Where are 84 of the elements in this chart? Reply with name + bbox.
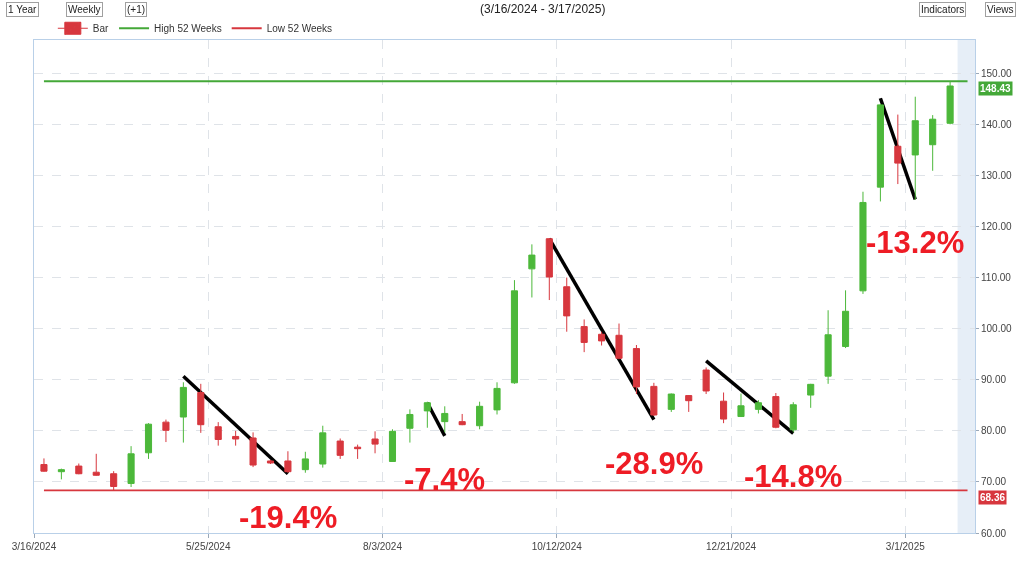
candlestick [842, 289, 850, 349]
candlestick [632, 344, 640, 395]
y-tick-label: 130.00 [981, 169, 1013, 181]
candlestick [197, 383, 205, 434]
candlestick [406, 408, 414, 444]
candlestick [249, 431, 257, 468]
candlestick [667, 393, 675, 413]
annotation: -7.4% [404, 462, 485, 497]
candlestick [720, 392, 728, 424]
candlestick [876, 103, 884, 202]
y-tick-label: 110.00 [981, 272, 1012, 284]
y-tick-label: 60.00 [981, 527, 1007, 539]
candlestick [162, 419, 170, 443]
annotation: -28.9% [605, 446, 704, 481]
candlestick [214, 421, 222, 447]
candlestick [754, 399, 762, 414]
candlestick [371, 430, 379, 454]
candlestick [824, 309, 832, 385]
candlestick [929, 114, 937, 172]
candlestick [284, 450, 292, 474]
candlestick [772, 392, 780, 429]
y-tick-label: 150.00 [981, 67, 1013, 79]
candlestick [946, 80, 954, 125]
y-tick-label: 140.00 [981, 118, 1013, 130]
candlestick [563, 277, 571, 333]
y-tick-label: 100.00 [981, 323, 1013, 335]
candlestick [92, 453, 100, 477]
candlestick [388, 428, 397, 463]
candlestick [789, 401, 797, 433]
candlestick [179, 381, 187, 444]
candlestick [127, 445, 135, 488]
candlestick [528, 243, 536, 298]
x-tick-label: 3/1/2025 [885, 541, 926, 552]
candlestick [894, 114, 902, 185]
candlestick [737, 393, 745, 418]
x-tick-label: 12/21/2024 [706, 541, 757, 552]
candlestick [911, 96, 919, 201]
candlestick [650, 382, 658, 417]
candlestick [458, 413, 466, 426]
data-label: 148.43 [980, 83, 1012, 94]
candlestick [702, 366, 710, 395]
candlestick [40, 457, 48, 473]
legend-label: Low 52 Weeks [266, 23, 333, 35]
candlestick [807, 383, 815, 409]
candlestick [144, 422, 153, 460]
candlestick [232, 430, 240, 447]
candlestick [615, 323, 623, 360]
legend-label: Bar [92, 23, 110, 35]
candlestick [510, 279, 519, 385]
candlestick [441, 405, 449, 433]
legend-label: High 52 Weeks [154, 23, 222, 35]
candlestick [57, 468, 65, 480]
candlestick [319, 425, 327, 469]
candlestick [493, 381, 501, 415]
annotation: -14.8% [744, 459, 843, 494]
text: Indicators [921, 4, 965, 15]
candlestick [266, 459, 275, 465]
candlestick [336, 437, 344, 460]
x-tick-label: 8/3/2024 [363, 541, 403, 552]
candlestick [598, 331, 606, 347]
candlestick [545, 237, 553, 301]
candlestick [75, 463, 83, 475]
candlestick [685, 394, 693, 413]
text: Weekly [68, 4, 101, 15]
candlestick [580, 318, 588, 353]
data-label: 68.36 [980, 492, 1006, 503]
x-tick-label: 5/25/2024 [186, 541, 231, 552]
candlestick [476, 401, 484, 430]
annotation: -13.2% [866, 225, 965, 260]
y-tick-label: 120.00 [981, 220, 1013, 232]
annotation: -19.4% [239, 500, 338, 535]
candlestick [859, 191, 867, 295]
text: Views [987, 4, 1014, 15]
x-tick-label: 3/16/2024 [11, 541, 57, 552]
y-tick-label: 80.00 [981, 425, 1007, 437]
candlestick [354, 444, 362, 460]
candlestick [423, 401, 431, 429]
candlestick [301, 451, 309, 474]
chart-title: (3/16/2024 - 3/17/2025) [480, 2, 606, 17]
y-tick-label: 90.00 [981, 374, 1007, 386]
text: (+1) [127, 4, 146, 15]
text: 1 Year [8, 4, 38, 15]
x-tick-label: 10/12/2024 [531, 541, 583, 552]
y-tick-label: 70.00 [981, 476, 1007, 488]
